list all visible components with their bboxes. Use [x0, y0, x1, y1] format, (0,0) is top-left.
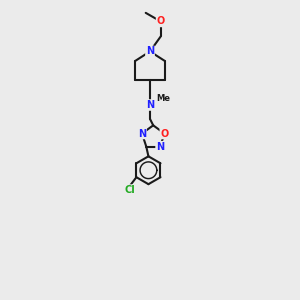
Text: N: N: [146, 46, 154, 56]
Text: N: N: [146, 100, 154, 110]
Text: N: N: [156, 142, 164, 152]
Text: N: N: [138, 128, 146, 139]
Text: Me: Me: [156, 94, 170, 103]
Text: Cl: Cl: [124, 185, 135, 195]
Text: O: O: [157, 16, 165, 26]
Text: O: O: [160, 128, 169, 139]
